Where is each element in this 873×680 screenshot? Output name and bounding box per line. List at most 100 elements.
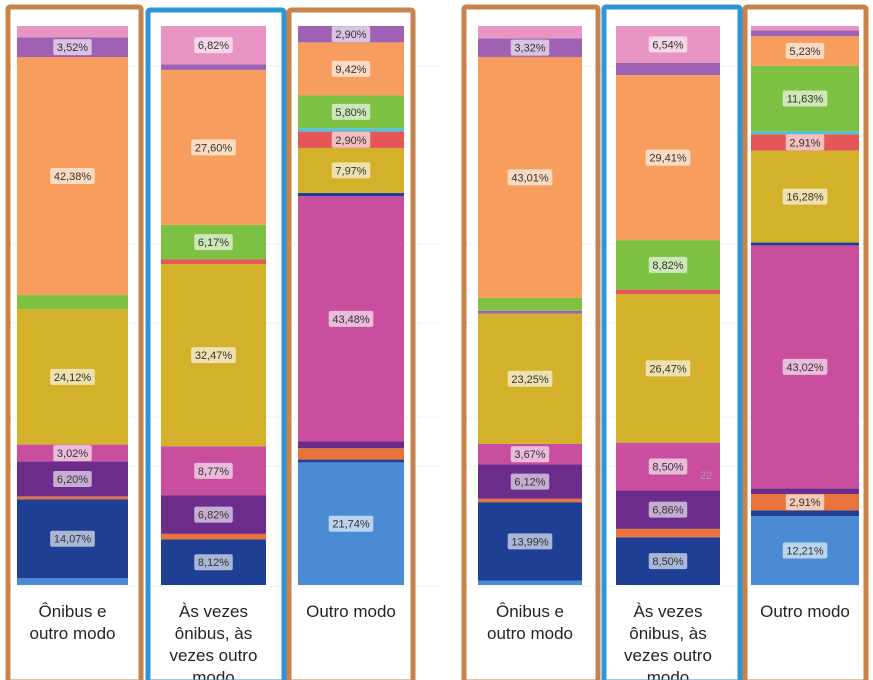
bar-segment [478, 26, 582, 39]
data-label-text: 8,77% [198, 466, 229, 478]
data-label-text: 7,97% [335, 165, 366, 177]
data-label-background [645, 360, 691, 377]
data-label-text: 24,12% [54, 372, 92, 384]
category-label: Às vezes ônibus, às vezes outro modo [170, 602, 258, 680]
category-label-line: Outro modo [306, 602, 396, 621]
data-label: 2,90% [331, 131, 371, 148]
data-label-background [648, 458, 688, 475]
bar-segment [298, 441, 404, 449]
data-label-text: 3,67% [514, 449, 545, 461]
data-label: 23,25% [507, 370, 553, 387]
bar-segment [616, 289, 720, 295]
data-label: 32,47% [191, 347, 236, 364]
data-label-text: 2,91% [789, 137, 820, 149]
data-label: 8,50% [648, 553, 688, 570]
chart-segment-labels: 14,07% 6,20% 3,02% 24,12% 42,38% 3,52% 8,12% 6,… [50, 26, 828, 571]
data-label: 6,17% [194, 234, 233, 251]
category-label-line: Outro modo [760, 602, 850, 621]
data-label: 7,97% [331, 162, 371, 179]
bar-segment [751, 131, 859, 135]
data-label-background [50, 368, 95, 385]
category-label: Ônibus e outro modo [487, 602, 573, 643]
category-label-line: Às vezes [179, 602, 248, 621]
data-label-text: 3,32% [514, 43, 545, 55]
category-labels: Ônibus e outro modo Às vezes ônibus, às veze… [30, 602, 850, 680]
data-label-background [645, 149, 691, 166]
data-label-text: 8,12% [198, 557, 229, 569]
data-label-background [648, 256, 688, 273]
data-label: 9,42% [331, 60, 371, 77]
data-label-text: 12,21% [786, 546, 824, 558]
bar-segment [751, 510, 859, 517]
category-label-line: Ônibus e [496, 602, 564, 621]
data-label-text: 8,50% [652, 462, 683, 474]
data-label: 26,47% [645, 360, 691, 377]
data-label-background [53, 445, 92, 462]
category-label-line: outro modo [487, 624, 573, 643]
data-label-text: 21,74% [332, 519, 370, 531]
data-label-text: 14,07% [54, 534, 92, 546]
data-label: 24,12% [50, 368, 95, 385]
bar-segment [616, 62, 720, 76]
category-label-line: vezes outro [170, 646, 258, 665]
data-label: 6,82% [194, 506, 233, 523]
data-label-text: 3,52% [57, 42, 88, 54]
highlight-frame [145, 7, 287, 680]
data-label-background [50, 168, 95, 185]
data-label-text: 6,54% [652, 39, 683, 51]
bar-segment [478, 580, 582, 585]
data-label-background [331, 26, 371, 43]
data-label: 3,02% [53, 445, 92, 462]
data-label-text: 43,02% [786, 362, 824, 374]
data-label-text: 2,90% [335, 135, 366, 147]
data-label-text: 6,12% [514, 477, 545, 489]
data-label-text: 8,82% [652, 260, 683, 272]
category-label-line: modo [647, 668, 690, 680]
data-label: 14,07% [50, 530, 95, 547]
category-label-line: vezes outro [624, 646, 712, 665]
data-label-background [507, 370, 553, 387]
data-label-text: 6,86% [652, 505, 683, 517]
data-label-text: 6,82% [198, 40, 229, 52]
data-label-background [648, 501, 688, 518]
bar-segment [17, 26, 128, 38]
data-label-text: 32,47% [195, 350, 233, 362]
data-label-background [50, 530, 95, 547]
data-label-background [194, 506, 233, 523]
data-label-background [194, 554, 233, 571]
data-label: 2,90% [331, 26, 371, 43]
data-label-background [782, 542, 828, 559]
data-label: 21,74% [328, 515, 374, 532]
data-label-text: 5,23% [789, 46, 820, 58]
highlight-frame [461, 4, 601, 680]
data-label-background [785, 42, 825, 59]
bar-segment [17, 295, 128, 310]
highlight-frame [5, 4, 144, 680]
bar-segment [161, 259, 266, 264]
data-label: 12,21% [782, 542, 828, 559]
bar-segment [298, 192, 404, 197]
data-label-background [782, 188, 828, 205]
data-label: 3,67% [510, 446, 550, 463]
data-label-text: 16,28% [786, 192, 824, 204]
bar-segment [161, 64, 266, 70]
data-label-text: 9,42% [335, 64, 366, 76]
data-label: 3,52% [53, 39, 92, 56]
data-label: 13,99% [507, 533, 553, 550]
highlight-frames [5, 4, 869, 680]
category-label-line: outro modo [30, 624, 116, 643]
data-label-background [785, 494, 825, 511]
data-label-background [782, 358, 828, 375]
data-label-background [331, 131, 371, 148]
data-label-background [510, 473, 550, 490]
data-label-background [331, 103, 371, 120]
stray-annotation: 22 [700, 470, 712, 482]
data-label-text: 6,82% [198, 510, 229, 522]
category-label: Ônibus e outro modo [30, 602, 116, 643]
data-label: 43,02% [782, 358, 828, 375]
category-label-line: ônibus, às [175, 624, 253, 643]
data-label-text: 42,38% [54, 171, 92, 183]
data-label-background [194, 462, 233, 479]
data-label: 6,54% [648, 36, 688, 53]
data-label-background [510, 39, 550, 56]
